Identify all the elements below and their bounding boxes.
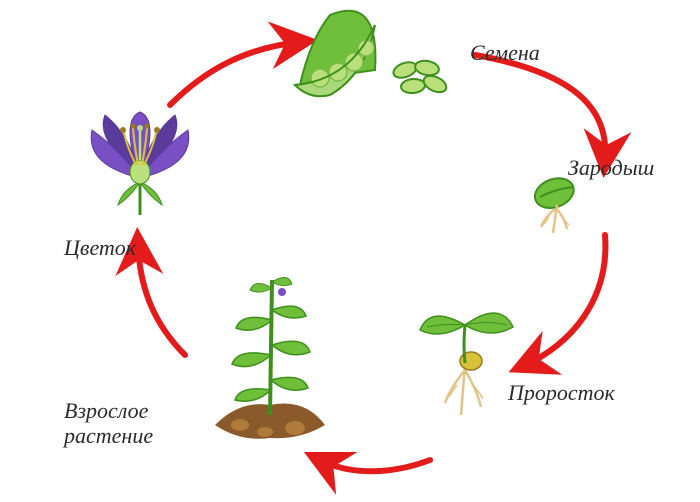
plant-lifecycle-diagram: Семена Зародыш Проросток Взрослое растение Ц… — [0, 0, 700, 502]
arrow-embryo-to-sprout — [525, 235, 605, 365]
embryo-icon — [531, 173, 578, 233]
label-sprout: Проросток — [508, 380, 615, 405]
flower-icon — [91, 112, 189, 215]
arrow-adult-to-flower — [138, 245, 185, 355]
arrow-sprout-to-adult — [320, 460, 430, 471]
arrow-flower-to-seeds — [170, 42, 300, 105]
label-seeds: Семена — [470, 40, 540, 65]
label-adult: Взрослое растение — [64, 398, 153, 449]
adult-plant-icon — [215, 277, 325, 438]
label-flower: Цветок — [64, 235, 136, 260]
cycle-arrows — [138, 42, 605, 471]
arrow-seeds-to-embryo — [475, 55, 605, 160]
label-embryo: Зародыш — [568, 155, 654, 180]
sprout-icon — [420, 313, 513, 415]
seeds-icon — [295, 11, 449, 96]
